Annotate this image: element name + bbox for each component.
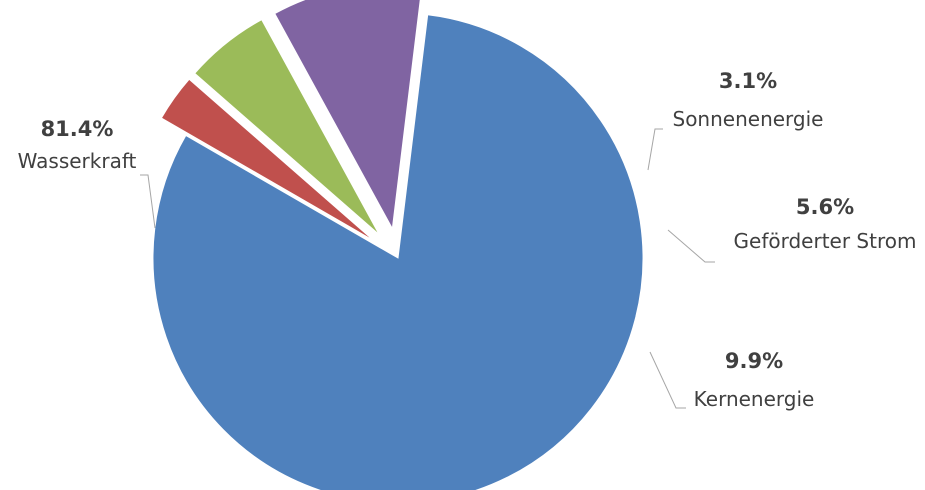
leader-lines <box>140 128 715 409</box>
leader-line-sonnenenergie <box>647 128 663 171</box>
gefoerderter-strom-percent-label: 5.6% <box>796 195 854 219</box>
gefoerderter-strom-name-label: Geförderter Strom <box>734 229 917 253</box>
leader-line-kernenergie <box>649 351 686 409</box>
leader-line-wasserkraft <box>140 174 156 229</box>
data-labels: 81.4% Wasserkraft 3.1% Sonnenenergie 5.6… <box>18 69 917 411</box>
wasserkraft-name-label: Wasserkraft <box>18 149 137 173</box>
sonnenenergie-name-label: Sonnenenergie <box>673 107 824 131</box>
pie-slice-sonnenenergie <box>160 78 374 241</box>
pie-slice-gef-rderter-strom <box>194 18 380 235</box>
kernenergie-name-label: Kernenergie <box>694 387 815 411</box>
pie-slices <box>152 0 644 490</box>
leader-line-gefoerderter-strom <box>667 229 715 263</box>
kernenergie-percent-label: 9.9% <box>725 349 783 373</box>
sonnenenergie-percent-label: 3.1% <box>719 69 777 93</box>
wasserkraft-percent-label: 81.4% <box>41 117 114 141</box>
pie-slice-wasserkraft <box>152 14 644 490</box>
pie-slice-kernenergie <box>274 0 421 231</box>
